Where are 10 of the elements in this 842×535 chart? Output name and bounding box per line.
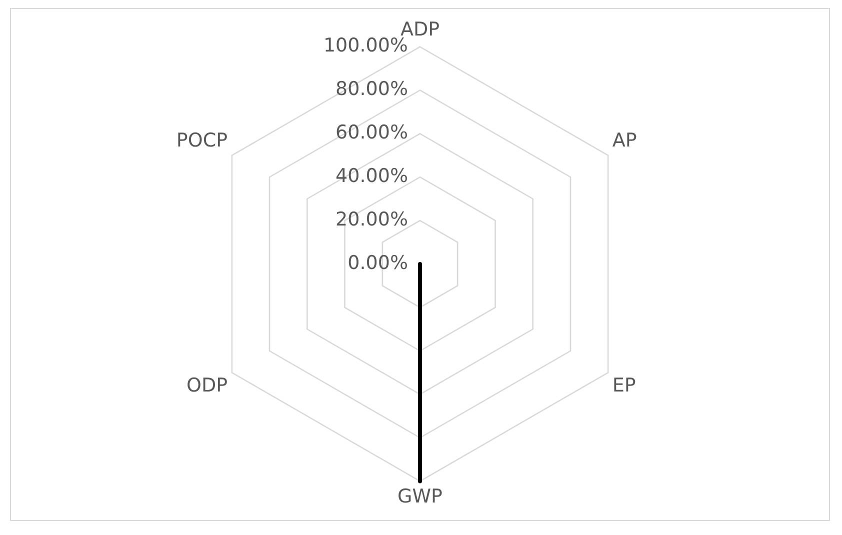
spoke-label: POCP bbox=[176, 129, 228, 152]
y-tick-label: 0.00% bbox=[348, 252, 408, 274]
spoke-label: ODP bbox=[186, 374, 228, 396]
spoke-label: AP bbox=[612, 129, 637, 152]
y-tick-label: 60.00% bbox=[336, 122, 408, 144]
spoke-label: EP bbox=[612, 374, 636, 396]
y-tick-label: 80.00% bbox=[336, 78, 408, 100]
spoke-label: GWP bbox=[398, 486, 442, 508]
y-tick-label: 20.00% bbox=[336, 208, 408, 230]
y-tick-label: 40.00% bbox=[336, 165, 408, 188]
